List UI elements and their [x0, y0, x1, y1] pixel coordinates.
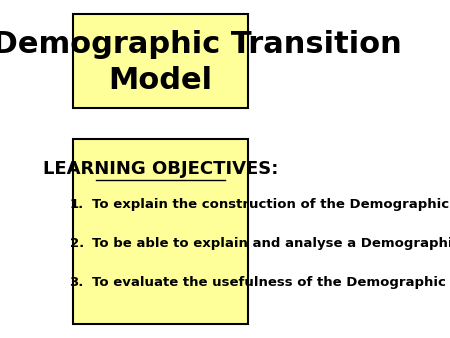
FancyBboxPatch shape: [72, 14, 248, 108]
Text: The Demographic Transition: The Demographic Transition: [0, 30, 402, 59]
Text: LEARNING OBJECTIVES:: LEARNING OBJECTIVES:: [43, 160, 278, 178]
Text: To be able to explain and analyse a Demographic Transition Model: To be able to explain and analyse a Demo…: [92, 237, 450, 250]
Text: Model: Model: [108, 66, 212, 95]
Text: 3.: 3.: [69, 276, 84, 289]
Text: To evaluate the usefulness of the Demographic Transition Model: To evaluate the usefulness of the Demogr…: [92, 276, 450, 289]
FancyBboxPatch shape: [72, 139, 248, 324]
Text: To explain the construction of the Demographic Transition Model: To explain the construction of the Demog…: [92, 198, 450, 211]
Text: 2.: 2.: [70, 237, 84, 250]
Text: 1.: 1.: [70, 198, 84, 211]
